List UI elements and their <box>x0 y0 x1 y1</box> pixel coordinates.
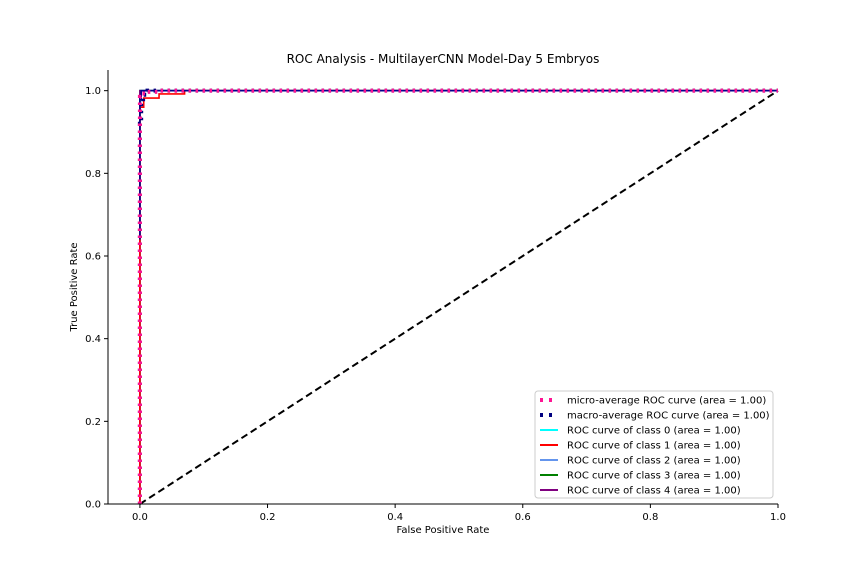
x-axis-label: False Positive Rate <box>397 525 490 536</box>
chance-diagonal-line <box>139 89 779 505</box>
x-tick-label: 0.2 <box>260 512 276 523</box>
legend-label: ROC curve of class 4 (area = 1.00) <box>567 486 741 497</box>
x-tick-label: 0.0 <box>132 512 148 523</box>
series-line-roc-curve-of-class-1-area-1-00 <box>139 89 778 504</box>
legend-label: ROC curve of class 3 (area = 1.00) <box>567 471 741 482</box>
x-tick-label: 0.6 <box>515 512 531 523</box>
x-tick-label: 1.0 <box>770 512 786 523</box>
x-tick-label: 0.4 <box>387 512 403 523</box>
legend-label: ROC curve of class 2 (area = 1.00) <box>567 456 741 467</box>
legend-entries: micro-average ROC curve (area = 1.00) mac… <box>540 396 770 497</box>
y-tick-label: 0.2 <box>85 417 101 428</box>
legend-label: ROC curve of class 1 (area = 1.00) <box>567 441 741 452</box>
y-tick-label: 1.0 <box>85 86 101 97</box>
y-axis-label: True Positive Rate <box>69 242 80 332</box>
legend-label: ROC curve of class 0 (area = 1.00) <box>567 426 741 437</box>
legend-label: macro-average ROC curve (area = 1.00) <box>567 411 770 422</box>
legend-label: micro-average ROC curve (area = 1.00) <box>567 396 766 407</box>
chart-title: ROC Analysis - MultilayerCNN Model-Day 5… <box>287 52 600 66</box>
y-tick-label: 0.0 <box>85 500 101 511</box>
x-tick-label: 0.8 <box>642 512 658 523</box>
legend-box <box>534 390 774 499</box>
series-line-micro-average-roc-curve-area-1-00 <box>137 88 778 504</box>
series-layer <box>137 88 779 505</box>
legend: micro-average ROC curve (area = 1.00) mac… <box>534 390 774 499</box>
y-tick-label: 0.4 <box>85 334 101 345</box>
y-tick-label: 0.8 <box>85 169 101 180</box>
ticks-layer: 0.0 0.2 0.4 0.6 0.8 1.0 0.0 0.2 0.4 0.6 0.8 1.0 <box>85 86 786 523</box>
y-tick-label: 0.6 <box>85 252 101 263</box>
